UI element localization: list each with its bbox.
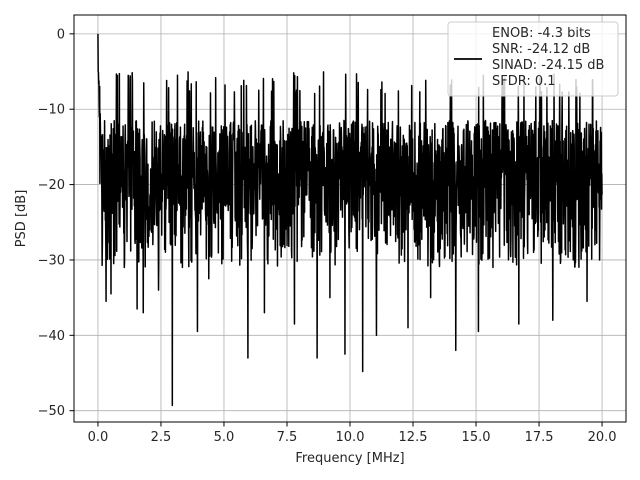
y-axis-title: PSD [dB] (14, 190, 29, 248)
y-tick-label: −50 (38, 404, 65, 419)
legend-sinad: SINAD: -24.15 dB (492, 58, 604, 73)
series-layer (97, 33, 603, 407)
y-tick-label: −30 (38, 253, 65, 268)
x-tick-label: 0.0 (88, 430, 109, 445)
x-tick-label: 7.5 (277, 430, 298, 445)
x-tick-label: 10.0 (336, 430, 365, 445)
legend: ENOB: -4.3 bits SNR: -24.12 dB SINAD: -2… (447, 21, 619, 97)
legend-box (447, 21, 619, 97)
y-tick-label: −20 (38, 178, 65, 193)
x-tick-label: 15.0 (462, 430, 491, 445)
y-tick-label: −10 (38, 103, 65, 118)
x-tick-label: 2.5 (151, 430, 172, 445)
psd-series-line (97, 33, 603, 407)
ticks-layer: 0.0 2.5 5.0 7.5 10.0 12.5 15.0 17.5 20.0 0 −10 −20 −… (38, 27, 617, 445)
x-tick-label: 20.0 (588, 430, 617, 445)
x-tick-label: 17.5 (525, 430, 554, 445)
legend-snr: SNR: -24.12 dB (492, 42, 590, 57)
x-tick-label: 5.0 (214, 430, 235, 445)
y-tick-label: −40 (38, 329, 65, 344)
legend-sfdr: SFDR: 0.1 (492, 74, 556, 89)
y-tick-label: 0 (57, 27, 65, 42)
legend-enob: ENOB: -4.3 bits (492, 26, 591, 41)
x-axis-title: Frequency [MHz] (295, 451, 404, 466)
x-tick-label: 12.5 (399, 430, 428, 445)
